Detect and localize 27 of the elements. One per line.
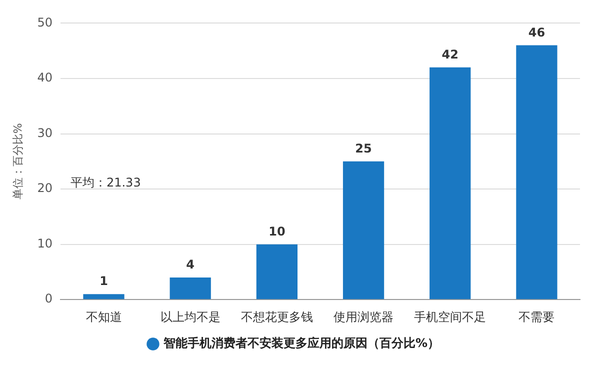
bar	[516, 45, 558, 300]
x-tick-label: 不需要	[518, 310, 555, 324]
y-tick-label: 30	[37, 126, 52, 140]
data-label: 4	[186, 258, 195, 272]
y-tick-label: 0	[44, 292, 52, 306]
bar	[256, 244, 298, 300]
x-tick-label: 不知道	[86, 310, 122, 324]
y-tick-label: 50	[37, 15, 52, 30]
data-label: 42	[442, 48, 458, 62]
x-tick-label: 手机空间不足	[414, 310, 486, 324]
x-tick-label: 使用浏览器	[334, 310, 394, 324]
bar	[170, 277, 211, 300]
annotation: 平均：21.33	[70, 176, 141, 190]
y-axis-title: 单位：百分比%	[11, 123, 24, 200]
data-label: 1	[100, 274, 108, 288]
legend-label: 智能手机消费者不安装更多应用的原因（百分比%）	[162, 336, 440, 350]
bar	[430, 67, 471, 300]
y-tick-label: 10	[37, 236, 52, 250]
y-tick-label: 20	[37, 181, 52, 196]
data-label: 10	[268, 224, 286, 238]
x-tick-label: 不想花更多钱	[240, 310, 313, 324]
y-tick-label: 40	[37, 70, 52, 85]
data-label: 46	[528, 25, 546, 40]
x-tick-label: 以上均不是	[160, 310, 220, 324]
data-label: 25	[355, 142, 372, 156]
bar	[83, 294, 124, 300]
bar	[342, 161, 384, 300]
